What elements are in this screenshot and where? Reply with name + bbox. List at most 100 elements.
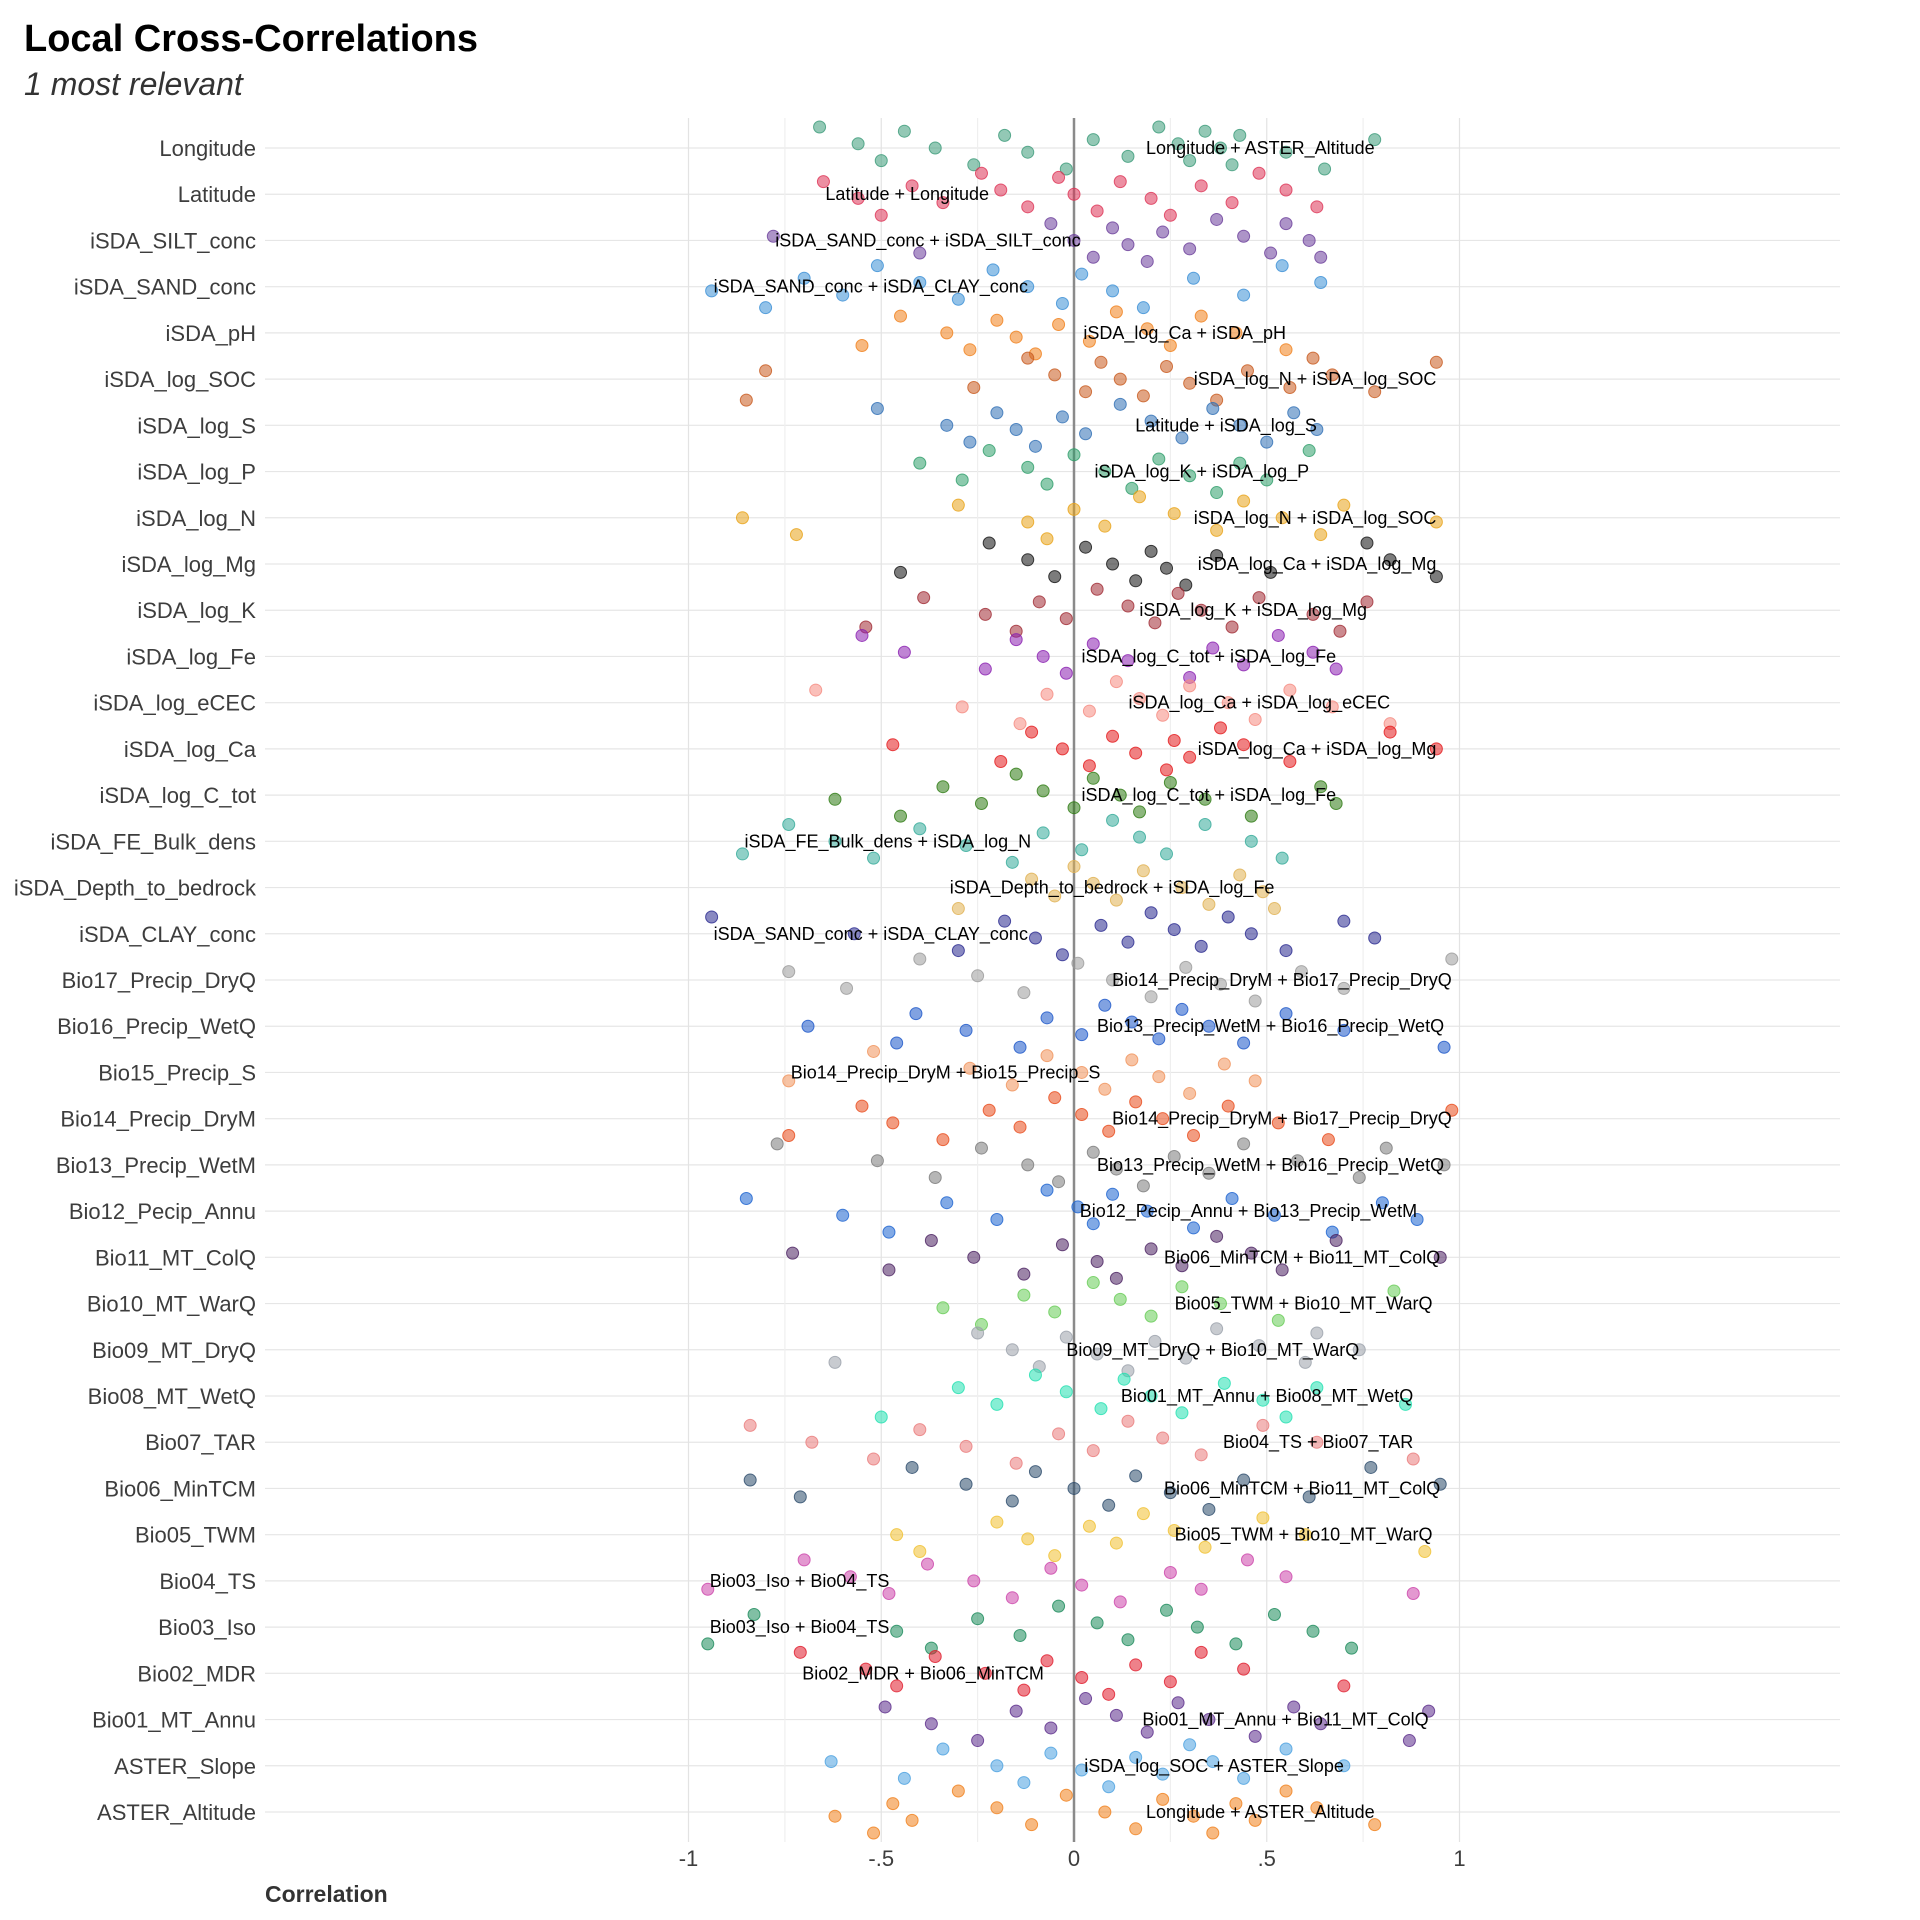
data-point bbox=[870, 259, 884, 273]
data-point bbox=[1102, 1124, 1116, 1138]
data-point bbox=[998, 128, 1012, 142]
data-point bbox=[735, 511, 749, 525]
data-point bbox=[936, 196, 950, 210]
data-point bbox=[1383, 725, 1397, 739]
data-point bbox=[701, 1582, 715, 1596]
data-point bbox=[1136, 301, 1150, 315]
data-point bbox=[1256, 885, 1270, 899]
data-point bbox=[1314, 275, 1328, 289]
data-point bbox=[1233, 456, 1247, 470]
data-point bbox=[1198, 818, 1212, 832]
data-point bbox=[1106, 973, 1120, 987]
data-point bbox=[1429, 355, 1443, 369]
data-point bbox=[1167, 1149, 1181, 1163]
data-point bbox=[1175, 1406, 1189, 1420]
y-tick-label: Bio12_Pecip_Annu bbox=[69, 1199, 256, 1224]
y-tick-label: iSDA_log_K bbox=[137, 598, 256, 623]
data-point bbox=[739, 393, 753, 407]
data-point bbox=[971, 969, 985, 983]
data-point bbox=[1079, 1692, 1093, 1706]
data-point bbox=[1025, 872, 1039, 886]
data-point bbox=[1187, 1221, 1201, 1235]
data-point bbox=[967, 381, 981, 395]
data-point bbox=[1075, 1763, 1089, 1777]
data-point bbox=[886, 1116, 900, 1130]
data-point bbox=[1198, 792, 1212, 806]
data-point bbox=[1055, 1238, 1069, 1252]
annotation-label: iSDA_log_SOC + ASTER_Slope bbox=[1084, 1756, 1344, 1777]
data-point bbox=[1144, 414, 1158, 428]
data-point bbox=[816, 175, 830, 189]
data-point bbox=[963, 343, 977, 357]
data-point bbox=[1175, 1002, 1189, 1016]
data-point bbox=[913, 952, 927, 966]
data-point bbox=[1075, 1107, 1089, 1121]
data-point bbox=[1121, 1633, 1135, 1647]
annotation-label: Bio14_Precip_DryM + Bio17_Precip_DryQ bbox=[1112, 1109, 1452, 1130]
data-point bbox=[1009, 330, 1023, 344]
data-point bbox=[1298, 1528, 1312, 1542]
data-point bbox=[1198, 1540, 1212, 1554]
data-point bbox=[1183, 750, 1197, 764]
data-point bbox=[894, 565, 908, 579]
data-point bbox=[1167, 733, 1181, 747]
data-point bbox=[1275, 851, 1289, 865]
data-point bbox=[913, 275, 927, 289]
data-point bbox=[1059, 162, 1073, 176]
data-point bbox=[1183, 154, 1197, 168]
data-point bbox=[870, 1154, 884, 1168]
data-point bbox=[1156, 1767, 1170, 1781]
y-tick-label: Bio15_Precip_S bbox=[98, 1060, 256, 1085]
data-point bbox=[1445, 952, 1459, 966]
data-point bbox=[1156, 1112, 1170, 1126]
y-tick-label: Bio05_TWM bbox=[135, 1523, 256, 1548]
data-point bbox=[1202, 897, 1216, 911]
y-tick-label: iSDA_FE_Bulk_dens bbox=[51, 829, 256, 854]
data-point bbox=[1044, 1746, 1058, 1760]
data-point bbox=[1079, 385, 1093, 399]
data-point bbox=[1271, 1313, 1285, 1327]
data-point bbox=[1264, 246, 1278, 260]
data-point bbox=[1248, 1729, 1262, 1743]
data-point bbox=[1244, 927, 1258, 941]
data-point bbox=[1187, 1128, 1201, 1142]
data-point bbox=[936, 1301, 950, 1315]
x-tick-label: 1 bbox=[1453, 1846, 1465, 1871]
x-tick-label: -.5 bbox=[868, 1846, 894, 1871]
data-point bbox=[859, 1662, 873, 1676]
data-point bbox=[1071, 1200, 1085, 1214]
data-point bbox=[1098, 519, 1112, 533]
data-point bbox=[1090, 204, 1104, 218]
data-point bbox=[1194, 939, 1208, 953]
data-point bbox=[1044, 1721, 1058, 1735]
data-point bbox=[1237, 738, 1251, 752]
data-point bbox=[1086, 771, 1100, 785]
data-point bbox=[1136, 1507, 1150, 1521]
data-point bbox=[1418, 1544, 1432, 1558]
data-point bbox=[1152, 1070, 1166, 1084]
data-point bbox=[1082, 704, 1096, 718]
data-point bbox=[1040, 1654, 1054, 1668]
data-point bbox=[1067, 860, 1081, 874]
data-point bbox=[1321, 1133, 1335, 1147]
data-point bbox=[1013, 1629, 1027, 1643]
data-point bbox=[897, 1771, 911, 1785]
data-point bbox=[1133, 805, 1147, 819]
data-point bbox=[1237, 494, 1251, 508]
data-point bbox=[959, 1477, 973, 1491]
y-tick-label: Longitude bbox=[159, 136, 256, 161]
annotation-label: Bio06_MinTCM + Bio11_MT_ColQ bbox=[1164, 1247, 1440, 1268]
annotation-label: Bio06_MinTCM + Bio11_MT_ColQ bbox=[1164, 1478, 1440, 1499]
data-point bbox=[1094, 918, 1108, 932]
data-point bbox=[1233, 868, 1247, 882]
data-point bbox=[1129, 746, 1143, 760]
x-tick-label: -1 bbox=[679, 1846, 699, 1871]
data-point bbox=[1067, 448, 1081, 462]
data-point bbox=[793, 1645, 807, 1659]
data-point bbox=[890, 1036, 904, 1050]
data-point bbox=[1314, 780, 1328, 794]
data-point bbox=[1086, 1145, 1100, 1159]
data-point bbox=[1279, 343, 1293, 357]
data-point bbox=[994, 754, 1008, 768]
data-point bbox=[1429, 515, 1443, 529]
